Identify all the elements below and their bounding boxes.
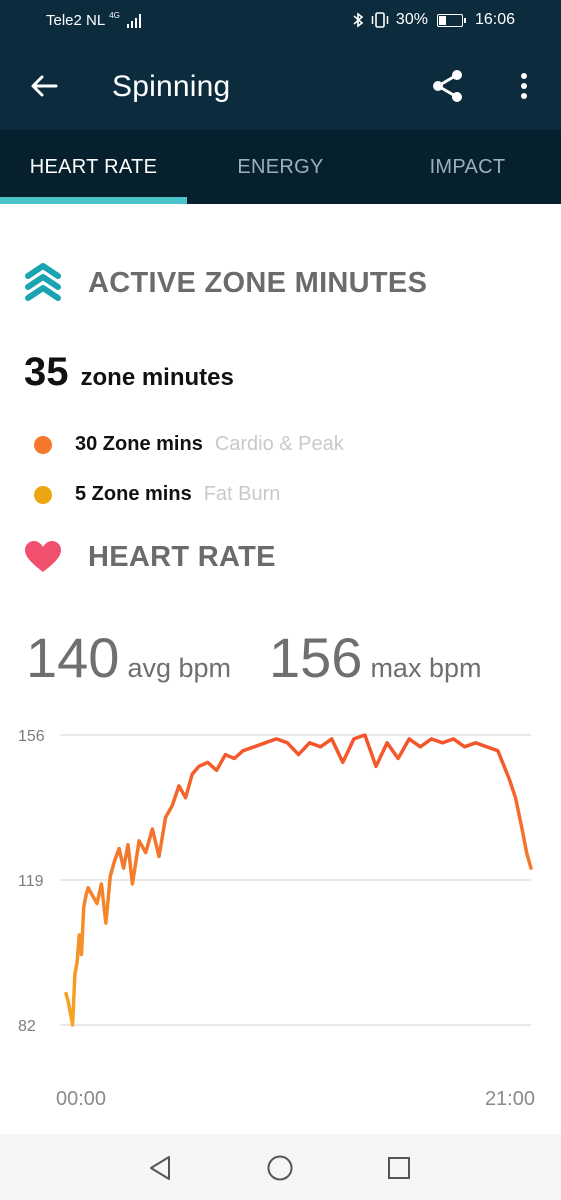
x-tick-label: 21:00 — [485, 1088, 535, 1110]
azm-total-value: 35 — [24, 350, 69, 394]
back-button[interactable] — [24, 66, 64, 106]
heart-rate-heading: HEART RATE — [88, 540, 276, 573]
azm-heading: ACTIVE ZONE MINUTES — [88, 266, 428, 299]
bluetooth-icon — [353, 12, 364, 28]
status-bar: Tele2 NL 4G 30% 16:06 — [0, 0, 561, 42]
tab-heart-rate[interactable]: HEART RATE — [0, 130, 187, 204]
system-nav-bar — [0, 1134, 561, 1200]
active-zone-chevrons-icon — [25, 263, 61, 301]
tab-bar: HEART RATE ENERGY IMPACT — [0, 130, 561, 204]
nav-back-icon — [150, 1156, 170, 1180]
avg-bpm-label: avg bpm — [127, 653, 231, 683]
tab-impact[interactable]: IMPACT — [374, 130, 561, 204]
zone-row-fat-burn: 5 Zone mins Fat Burn — [34, 483, 280, 506]
vibrate-icon — [371, 12, 389, 28]
share-button[interactable] — [428, 66, 468, 106]
battery-icon — [436, 13, 466, 27]
azm-total: 35 zone minutes — [24, 350, 234, 395]
nav-home-icon — [267, 1155, 293, 1181]
heart-rate-stats: 140 avg bpm 156 max bpm — [26, 625, 481, 690]
clock: 16:06 — [474, 11, 515, 28]
more-vert-icon — [521, 73, 527, 99]
tab-label: HEART RATE — [29, 155, 158, 178]
status-left: Tele2 NL 4G — [46, 11, 141, 29]
azm-header: ACTIVE ZONE MINUTES — [24, 262, 427, 304]
app-bar: Spinning — [0, 42, 561, 130]
carrier-label: Tele2 NL — [46, 12, 106, 29]
y-tick-label: 82 — [18, 1018, 36, 1035]
heart-icon — [25, 541, 61, 572]
zone-mins: 30 Zone mins — [75, 433, 203, 455]
x-tick-label: 00:00 — [56, 1088, 106, 1110]
y-tick-label: 156 — [18, 728, 45, 745]
tab-energy[interactable]: ENERGY — [187, 130, 374, 204]
fat-burn-dot — [34, 485, 52, 504]
y-tick-label: 119 — [18, 873, 44, 890]
heart-rate-line — [64, 733, 533, 1027]
signal-icon — [126, 13, 141, 28]
zone-mins: 5 Zone mins — [75, 483, 192, 505]
max-bpm-label: max bpm — [370, 653, 482, 683]
cardio-peak-dot — [34, 435, 52, 454]
azm-total-unit: zone minutes — [80, 364, 234, 391]
active-tab-indicator — [0, 197, 187, 204]
status-right: 30% 16:06 — [352, 11, 515, 29]
nav-recents-button[interactable] — [379, 1148, 419, 1188]
share-icon — [433, 70, 462, 102]
heart-rate-header: HEART RATE — [24, 540, 276, 574]
tab-label: IMPACT — [429, 155, 506, 178]
network-type-label: 4G — [109, 11, 120, 20]
nav-home-button[interactable] — [260, 1148, 300, 1188]
page-title: Spinning — [112, 70, 231, 103]
nav-recents-icon — [388, 1157, 410, 1179]
max-bpm-value: 156 — [269, 626, 363, 689]
heart-rate-chart[interactable]: 156 119 82 00:00 21:00 — [0, 715, 561, 1115]
zone-row-cardio-peak: 30 Zone mins Cardio & Peak — [34, 433, 344, 456]
more-options-button[interactable] — [504, 66, 544, 106]
zone-label: Cardio & Peak — [214, 433, 344, 455]
zone-label: Fat Burn — [203, 483, 281, 505]
avg-bpm-value: 140 — [26, 626, 120, 689]
arrow-left-icon — [31, 75, 58, 97]
tab-label: ENERGY — [237, 155, 324, 178]
nav-back-button[interactable] — [140, 1148, 180, 1188]
battery-percent: 30% — [395, 11, 428, 28]
